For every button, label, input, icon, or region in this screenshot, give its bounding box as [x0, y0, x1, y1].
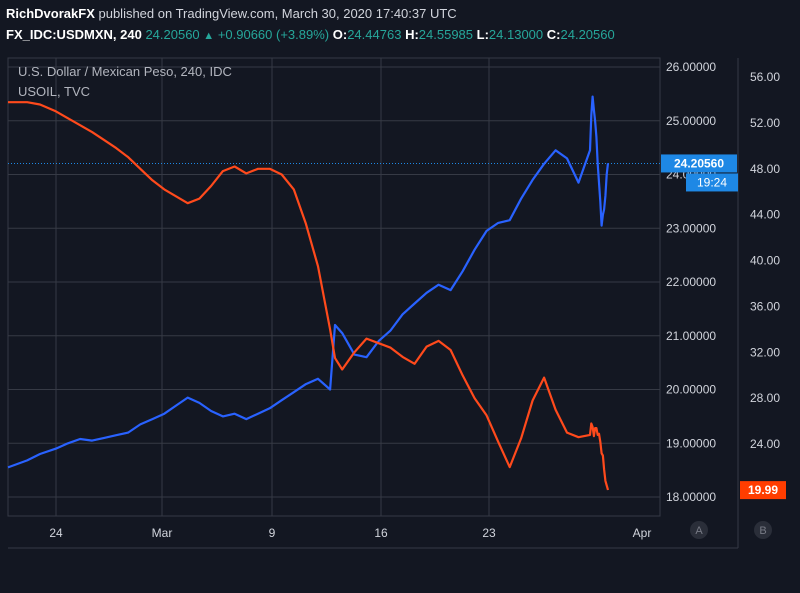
price-change: +0.90660 (+3.89%)	[217, 27, 330, 42]
y-tick-label-usoil: 44.00	[750, 208, 780, 222]
series-line-usoil[interactable]	[8, 101, 610, 491]
open-label: O:	[332, 27, 348, 42]
series-line-usdmxn[interactable]	[7, 95, 610, 469]
x-tick-label: 24	[49, 526, 63, 540]
y-tick-label-usdmxn: 26.00000	[666, 60, 716, 74]
high-label: H:	[405, 27, 419, 42]
x-tick-label: 16	[374, 526, 388, 540]
y-tick-label-usoil: 52.00	[750, 116, 780, 130]
countdown-tag	[686, 173, 738, 192]
scale-b-badge-text: B	[759, 525, 766, 537]
low-value: 24.13000	[488, 27, 544, 42]
legend-main-series: U.S. Dollar / Mexican Peso, 240, IDC	[18, 64, 232, 79]
author-name[interactable]: RichDvorakFX	[6, 6, 95, 21]
y-tick-label-usdmxn: 20.00000	[666, 383, 716, 397]
published-text: published on TradingView.com, March 30, …	[94, 6, 457, 21]
x-tick-label: 23	[482, 526, 496, 540]
y-tick-label-usoil: 48.00	[750, 162, 780, 176]
y-tick-label-usdmxn: 21.00000	[666, 329, 716, 343]
last-price-tag	[661, 154, 737, 173]
plot-frame	[7, 57, 661, 517]
y-tick-label-usoil: 28.00	[750, 391, 780, 405]
low-label: L:	[476, 27, 489, 42]
y-tick-label-usdmxn: 19.00000	[666, 436, 716, 450]
ohlc-line: FX_IDC:USDMXN, 240 24.20560 ▲ +0.90660 (…	[6, 27, 615, 42]
scale-a-badge[interactable]	[690, 521, 708, 539]
close-value: 24.20560	[560, 27, 615, 42]
publish-line: RichDvorakFX published on TradingView.co…	[6, 6, 457, 21]
y-tick-label-usdmxn: 23.00000	[666, 221, 716, 235]
usoil-price-tag	[740, 481, 786, 500]
up-triangle-icon: ▲	[203, 30, 215, 42]
y-tick-label-usoil: 32.00	[750, 345, 780, 359]
open-value: 24.44763	[347, 27, 402, 42]
y-tick-label-usdmxn: 18.00000	[666, 490, 716, 504]
y-tick-label-usoil: 24.00	[750, 437, 780, 451]
y-tick-label-usdmxn: 25.00000	[666, 114, 716, 128]
x-tick-label: Mar	[152, 526, 173, 540]
close-label: C:	[546, 27, 561, 42]
scale-b-badge[interactable]	[754, 521, 772, 539]
y-tick-label-usoil: 56.00	[750, 70, 780, 84]
y-tick-label-usoil: 36.00	[750, 299, 780, 313]
y-tick-label-usdmxn: 22.00000	[666, 275, 716, 289]
high-value: 24.55985	[418, 27, 474, 42]
scale-a-badge-text: A	[695, 525, 703, 537]
symbol-label: FX_IDC:USDMXN, 240	[6, 27, 142, 42]
y-tick-label-usoil: 40.00	[750, 254, 780, 268]
last-price-tag-text: 24.20560	[674, 156, 724, 170]
x-tick-label: 9	[269, 526, 276, 540]
usoil-price-tag-text: 19.99	[748, 483, 778, 497]
legend-second-series: USOIL, TVC	[18, 84, 91, 99]
countdown-tag-text: 19:24	[697, 175, 727, 189]
last-price: 24.20560	[145, 27, 200, 42]
x-tick-label: Apr	[633, 526, 652, 540]
